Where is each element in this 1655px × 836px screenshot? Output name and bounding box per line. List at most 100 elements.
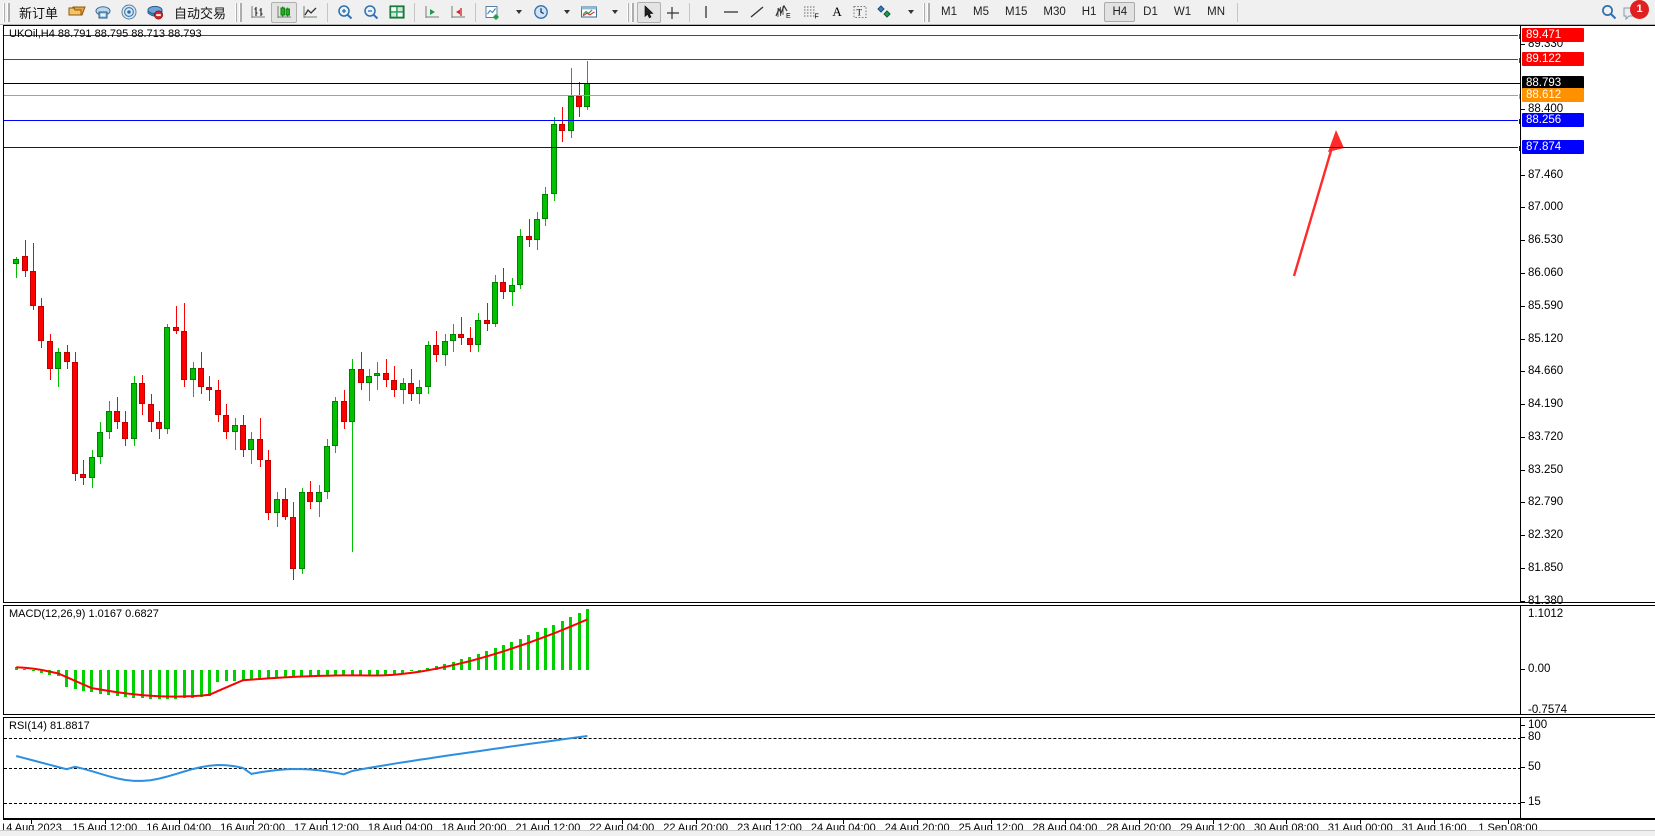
take-profit-lower-tag[interactable]: 89.122 — [1522, 52, 1584, 67]
candlestick-chart-icon[interactable] — [271, 1, 298, 23]
stop-loss-lower-tag[interactable]: 87.874 — [1522, 139, 1584, 154]
candle-body — [273, 498, 280, 513]
take-profit-upper-line[interactable] — [4, 33, 1520, 41]
candle-wick — [369, 369, 370, 401]
price-plot-area[interactable] — [4, 26, 1520, 602]
toolbar-separator-3 — [475, 2, 477, 22]
bar-chart-icon[interactable] — [245, 2, 271, 23]
candle-body — [189, 367, 196, 380]
stop-loss-lower-line[interactable] — [4, 144, 1520, 152]
expert-advisor-icon[interactable] — [142, 2, 168, 23]
timeframe-w1[interactable]: W1 — [1173, 6, 1192, 18]
macd-histogram-bar — [367, 669, 371, 677]
add-indicator-dropdown[interactable] — [506, 2, 528, 23]
candle-body — [248, 439, 255, 450]
templates-dropdown[interactable] — [602, 2, 624, 23]
take-profit-lower-line[interactable] — [4, 57, 1520, 65]
macd-histogram-bar — [308, 669, 312, 677]
folder-icon[interactable] — [64, 2, 90, 23]
fibonacci-icon[interactable]: F — [798, 2, 826, 23]
cloud-icon[interactable] — [90, 2, 116, 23]
time-tick-mark — [326, 820, 328, 824]
ask-line-line[interactable] — [4, 93, 1520, 101]
toolbar-grip-4[interactable] — [923, 2, 931, 22]
macd-pane[interactable]: MACD(12,26,9) 1.0167 0.6827 1.1012 0.00 -0… — [3, 605, 1655, 716]
toolbar-grip-3[interactable] — [627, 2, 635, 22]
new-order-button[interactable]: 新订单 — [13, 2, 64, 23]
text-icon[interactable]: A — [832, 4, 842, 19]
current-bid-tag[interactable]: 88.793 — [1522, 75, 1584, 90]
macd-histogram-bar — [459, 659, 463, 670]
arrow-annotation[interactable] — [1284, 116, 1404, 286]
timeframe-m15[interactable]: M15 — [1005, 6, 1028, 18]
signal-icon[interactable] — [116, 2, 142, 23]
candle-body — [391, 379, 398, 391]
candle-body — [80, 474, 87, 478]
time-tick-mark — [1286, 820, 1288, 824]
zoom-in-icon[interactable] — [332, 2, 358, 23]
timeframe-m30[interactable]: M30 — [1043, 6, 1066, 18]
stop-loss-lower-handle[interactable] — [1518, 144, 1520, 152]
take-profit-lower-handle[interactable] — [1518, 57, 1520, 65]
ask-line-tag[interactable]: 88.612 — [1522, 88, 1584, 103]
timeframe-mn[interactable]: MN — [1207, 6, 1225, 18]
alerts-badge-icon[interactable]: 1 — [1622, 0, 1649, 23]
line-chart-icon[interactable] — [297, 2, 323, 23]
stop-loss-upper-handle[interactable] — [1518, 118, 1520, 126]
chart-container[interactable]: UKOil,H4 88.791 88.795 88.713 88.793 89.… — [0, 25, 1655, 836]
auto-scroll-icon[interactable] — [445, 2, 471, 23]
elliott-wave-icon[interactable]: E — [770, 2, 798, 23]
candle-body — [72, 362, 78, 475]
macd-histogram-bar — [375, 669, 379, 676]
timeframe-d1[interactable]: D1 — [1143, 6, 1158, 18]
candle-body — [88, 456, 95, 478]
autotrade-button[interactable]: 自动交易 — [168, 2, 232, 23]
macd-histogram-bar — [291, 669, 295, 677]
timeframe-h1[interactable]: H1 — [1081, 6, 1097, 18]
period-clock-icon[interactable] — [528, 2, 554, 23]
tile-windows-icon[interactable] — [384, 2, 410, 23]
candle-body — [63, 351, 70, 363]
shapes-icon[interactable] — [872, 2, 898, 23]
price-scale[interactable]: 89.330 87.460 87.000 86.530 86.060 85.590 85.1… — [1520, 26, 1655, 607]
cursor-icon[interactable] — [637, 1, 662, 23]
candle-body — [21, 255, 28, 272]
timeframe-m5[interactable]: M5 — [973, 6, 989, 18]
macd-histogram-bar — [39, 669, 43, 673]
macd-histogram-bar — [283, 669, 287, 678]
candle-body — [139, 383, 146, 405]
candle-wick — [176, 306, 177, 335]
trendline-icon[interactable] — [744, 2, 770, 23]
add-indicator-icon[interactable] — [480, 2, 506, 23]
search-icon[interactable] — [1596, 2, 1622, 23]
timeframe-m1[interactable]: M1 — [941, 6, 958, 18]
crosshair-icon[interactable] — [661, 2, 685, 23]
candle-body — [416, 386, 423, 394]
candle-body — [332, 400, 339, 447]
templates-icon[interactable] — [576, 2, 602, 23]
time-tick-mark — [621, 820, 623, 824]
price-pane[interactable]: UKOil,H4 88.791 88.795 88.713 88.793 89.… — [3, 25, 1655, 607]
period-dropdown[interactable] — [554, 2, 576, 23]
timeframe-h4[interactable]: H4 — [1104, 2, 1136, 22]
candle-body — [181, 330, 188, 380]
chart-shift-icon[interactable] — [419, 2, 445, 23]
stop-loss-upper-line[interactable] — [4, 118, 1520, 126]
stop-loss-upper-tag[interactable]: 88.256 — [1522, 113, 1584, 128]
vertical-line-icon[interactable] — [694, 2, 718, 23]
text-label-icon[interactable]: T — [848, 2, 872, 23]
zoom-out-icon[interactable] — [358, 2, 384, 23]
ask-line-handle[interactable] — [1518, 93, 1520, 101]
horizontal-line-icon[interactable] — [718, 2, 744, 23]
candle-body — [298, 491, 305, 570]
rsi-pane[interactable]: RSI(14) 81.8817 100 80 50 15 — [3, 717, 1655, 819]
toolbar-grip-2[interactable] — [235, 2, 243, 22]
candle-body — [576, 96, 582, 107]
toolbar-grip[interactable] — [3, 2, 10, 22]
candle-body — [130, 383, 137, 440]
take-profit-upper-tag[interactable]: 89.471 — [1522, 28, 1584, 43]
time-tick-mark — [1434, 820, 1436, 824]
take-profit-upper-handle[interactable] — [1518, 33, 1520, 41]
macd-histogram-bar — [401, 669, 405, 673]
shapes-dropdown[interactable] — [898, 2, 920, 23]
